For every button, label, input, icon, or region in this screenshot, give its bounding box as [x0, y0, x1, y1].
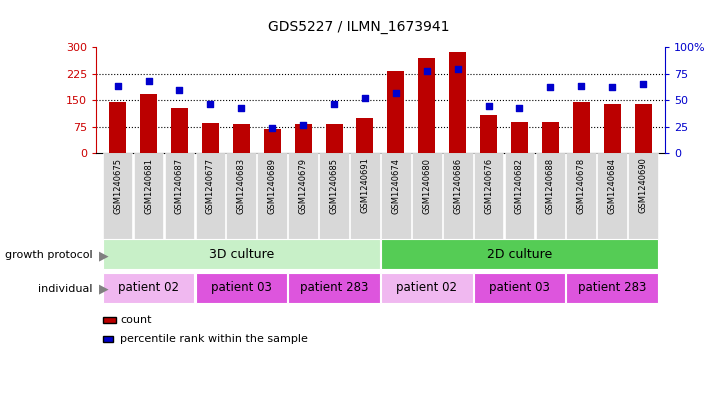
Point	[390, 90, 402, 96]
Bar	[629, 153, 658, 240]
Point	[328, 101, 340, 108]
Bar	[542, 122, 559, 153]
Text: individual: individual	[38, 284, 92, 294]
Bar	[319, 153, 349, 240]
Bar	[381, 273, 473, 303]
Text: GDS5227 / ILMN_1673941: GDS5227 / ILMN_1673941	[268, 20, 450, 34]
Text: patient 02: patient 02	[118, 281, 179, 294]
Bar	[604, 104, 621, 153]
Point	[421, 67, 432, 73]
Bar	[381, 153, 411, 240]
Text: GSM1240675: GSM1240675	[113, 158, 122, 213]
Bar	[480, 116, 497, 153]
Text: GSM1240686: GSM1240686	[453, 158, 462, 214]
Text: GSM1240680: GSM1240680	[422, 158, 432, 213]
Bar	[103, 153, 132, 240]
Bar	[140, 94, 157, 153]
Text: GSM1240688: GSM1240688	[546, 158, 555, 214]
Point	[205, 101, 216, 108]
Point	[267, 125, 278, 131]
Bar	[567, 273, 658, 303]
Text: GSM1240682: GSM1240682	[515, 158, 524, 213]
Point	[297, 121, 309, 128]
Text: GSM1240678: GSM1240678	[577, 158, 586, 214]
Text: ▶: ▶	[99, 249, 109, 262]
Point	[638, 81, 649, 87]
Bar	[326, 124, 343, 153]
Bar	[134, 153, 164, 240]
Bar	[257, 153, 287, 240]
Bar	[109, 102, 126, 153]
Text: patient 283: patient 283	[578, 281, 646, 294]
Point	[576, 83, 587, 90]
Bar	[573, 102, 590, 153]
Bar	[196, 273, 287, 303]
Bar	[196, 153, 225, 240]
Point	[606, 84, 618, 91]
Text: GSM1240684: GSM1240684	[608, 158, 616, 213]
Text: GSM1240679: GSM1240679	[299, 158, 308, 213]
Text: percentile rank within the sample: percentile rank within the sample	[120, 334, 308, 344]
Text: GSM1240676: GSM1240676	[484, 158, 493, 214]
Bar	[232, 124, 250, 153]
Text: patient 283: patient 283	[300, 281, 368, 294]
Bar	[202, 123, 219, 153]
Bar	[387, 71, 405, 153]
Point	[545, 84, 556, 91]
Bar	[597, 153, 627, 240]
Text: 3D culture: 3D culture	[208, 248, 274, 261]
Bar	[474, 273, 565, 303]
Text: GSM1240681: GSM1240681	[144, 158, 153, 213]
Bar	[356, 118, 373, 153]
Bar	[288, 273, 380, 303]
Point	[235, 105, 247, 111]
Bar	[635, 105, 652, 153]
Bar	[294, 124, 311, 153]
Bar	[288, 153, 318, 240]
Text: count: count	[120, 315, 151, 325]
Bar	[264, 129, 281, 153]
Text: ▶: ▶	[99, 282, 109, 296]
Point	[359, 95, 370, 101]
Text: growth protocol: growth protocol	[5, 250, 92, 261]
Text: 2D culture: 2D culture	[487, 248, 552, 261]
Point	[112, 83, 123, 90]
Bar	[567, 153, 596, 240]
Point	[452, 66, 464, 73]
Bar	[443, 153, 473, 240]
Bar	[505, 153, 535, 240]
Point	[173, 86, 185, 93]
Bar	[103, 273, 194, 303]
Bar	[511, 122, 528, 153]
Text: patient 03: patient 03	[211, 281, 272, 294]
Bar	[381, 239, 658, 270]
Text: GSM1240685: GSM1240685	[329, 158, 338, 213]
Text: patient 02: patient 02	[396, 281, 457, 294]
Bar	[449, 52, 466, 153]
Text: GSM1240677: GSM1240677	[206, 158, 215, 214]
Bar	[171, 108, 188, 153]
Text: GSM1240687: GSM1240687	[175, 158, 184, 214]
Text: GSM1240683: GSM1240683	[237, 158, 246, 214]
Bar	[412, 153, 442, 240]
Bar	[226, 153, 256, 240]
Text: GSM1240689: GSM1240689	[267, 158, 277, 213]
Point	[514, 105, 525, 111]
Bar	[350, 153, 380, 240]
Text: GSM1240674: GSM1240674	[391, 158, 400, 213]
Point	[483, 102, 494, 108]
Bar	[418, 58, 435, 153]
Bar	[165, 153, 194, 240]
Bar	[474, 153, 503, 240]
Text: patient 03: patient 03	[489, 281, 550, 294]
Text: GSM1240690: GSM1240690	[638, 158, 648, 213]
Text: GSM1240691: GSM1240691	[360, 158, 370, 213]
Point	[143, 78, 154, 84]
Bar	[535, 153, 565, 240]
Bar	[103, 239, 380, 270]
